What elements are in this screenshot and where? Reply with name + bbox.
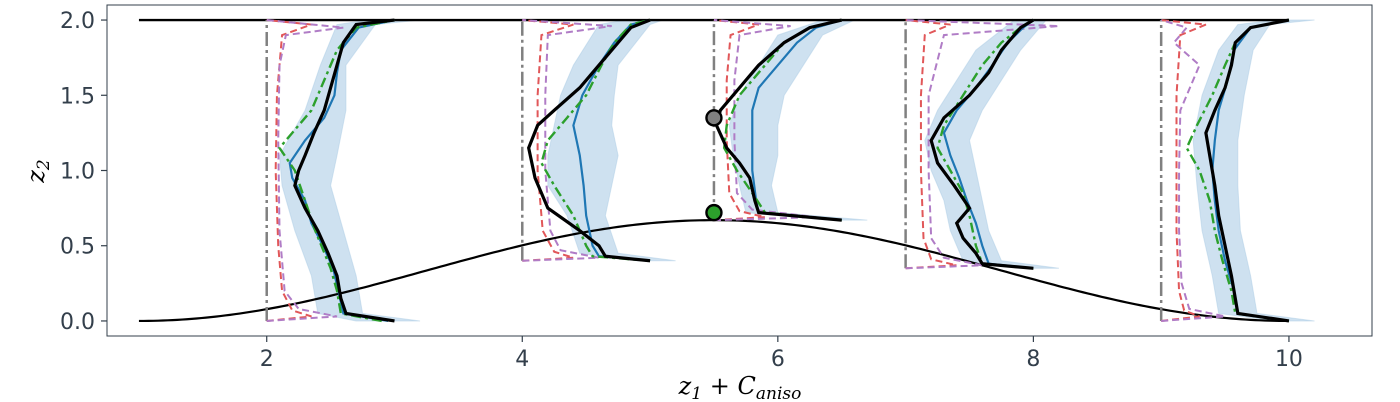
x-tick-label-8: 8: [1026, 347, 1040, 372]
x-axis-label-main: z: [678, 372, 692, 400]
station-5-black-profile: [1204, 18, 1290, 323]
band-station-3: [728, 19, 868, 221]
station-4-red-profile: [905, 19, 957, 270]
station-1-black-profile: [293, 18, 395, 323]
y-tick-label-0.5: 0.5: [60, 235, 95, 260]
y-tick-label-1.5: 1.5: [60, 84, 95, 109]
y-axis-label: z2: [22, 159, 54, 183]
x-axis-label-sub2: aniso: [756, 384, 801, 402]
x-axis-ticks: 2 4 6 8 10: [260, 336, 1303, 372]
x-axis-label: z1 + Caniso: [678, 372, 802, 402]
y-axis-label-sub: 2: [34, 159, 54, 171]
station-4-black-profile: [929, 18, 1035, 270]
station-5-purple-profile: [1160, 19, 1226, 322]
y-tick-label-0.0: 0.0: [60, 310, 95, 335]
marker-1: [705, 109, 723, 127]
band-station-1: [278, 19, 421, 322]
band-station-2: [547, 19, 676, 262]
station-2-black-profile: [527, 18, 651, 263]
x-axis-label-c: C: [738, 372, 756, 400]
x-axis-label-sub1: 1: [691, 384, 702, 402]
x-axis-label-plus: +: [702, 372, 737, 400]
y-tick-label-2.0: 2.0: [60, 9, 95, 34]
plot-content: [138, 18, 1315, 323]
station-5-red-profile: [1161, 19, 1207, 322]
band-station-4: [924, 19, 1060, 269]
y-axis-label-main: z: [22, 170, 50, 184]
station-4-green-profile: [936, 19, 1034, 270]
x-tick-label-6: 6: [771, 347, 785, 372]
station-3-red-profile: [713, 19, 766, 222]
y-axis-ticks: 0.0 0.5 1.0 1.5 2.0: [60, 9, 107, 335]
x-tick-label-2: 2: [260, 347, 274, 372]
x-tick-label-4: 4: [515, 347, 529, 372]
station-2-red-profile: [522, 19, 574, 262]
x-tick-label-10: 10: [1275, 347, 1303, 372]
station-2-green-profile: [540, 18, 651, 262]
station-1-red-profile: [266, 19, 312, 322]
y-tick-label-1.0: 1.0: [60, 160, 95, 185]
station-1-purple-profile: [266, 19, 344, 322]
marker-2: [705, 203, 723, 222]
station-1-green-profile: [277, 18, 395, 323]
